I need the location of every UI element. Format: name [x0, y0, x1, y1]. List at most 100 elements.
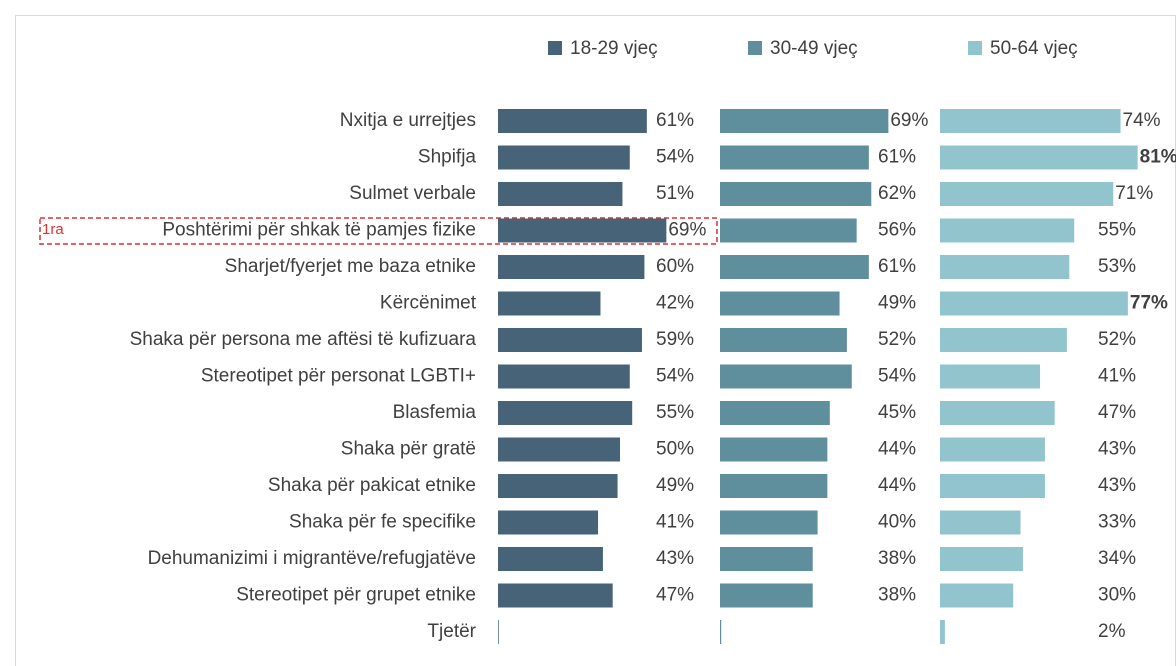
data-label: 74%: [1123, 110, 1161, 131]
annotation: 1ra: [42, 221, 64, 238]
bar: [720, 182, 872, 206]
bar: [498, 510, 599, 535]
legend-swatch: [968, 41, 982, 55]
data-label: 53%: [1098, 256, 1136, 277]
data-label: 56%: [878, 220, 916, 241]
bar: [940, 182, 1114, 206]
data-label: 33%: [1098, 512, 1136, 533]
bar: [498, 364, 630, 389]
bar: [720, 145, 869, 170]
data-label: 54%: [878, 366, 916, 387]
data-label: 40%: [878, 512, 916, 533]
bar: [720, 583, 813, 608]
bar: [720, 401, 830, 425]
bar: [720, 109, 889, 133]
bar: [720, 328, 847, 352]
data-label: 47%: [656, 585, 694, 606]
bar: [940, 583, 1014, 608]
data-label: 54%: [656, 366, 694, 387]
data-label: 49%: [878, 293, 916, 314]
data-label: 81%: [1140, 147, 1176, 168]
data-label: 44%: [878, 475, 916, 496]
bar: [940, 364, 1041, 389]
bar: [940, 510, 1021, 535]
data-label: 44%: [878, 439, 916, 460]
bar: [498, 291, 601, 316]
bar: [498, 255, 645, 279]
category-label: Shaka për persona me aftësi të kufizuara: [130, 329, 477, 350]
bar: [940, 218, 1075, 243]
legend-label: 30-49 vjeç: [770, 38, 858, 59]
data-label: 38%: [878, 548, 916, 569]
data-label: 69%: [668, 220, 706, 241]
data-label: 2%: [1098, 621, 1126, 642]
category-label: Stereotipet për personat LGBTI+: [201, 366, 476, 387]
data-label: 61%: [878, 256, 916, 277]
bar: [720, 255, 869, 279]
data-label: 51%: [656, 183, 694, 204]
category-label: Shpifja: [418, 147, 477, 168]
data-label: 77%: [1130, 293, 1168, 314]
data-label: 71%: [1115, 183, 1153, 204]
bar: [940, 474, 1045, 498]
bar: [498, 620, 499, 644]
bar: [498, 583, 613, 608]
data-label: 55%: [656, 402, 694, 423]
data-label: 69%: [890, 110, 928, 131]
bar: [940, 328, 1067, 352]
bar: [498, 547, 603, 571]
category-label: Shaka për pakicat etnike: [268, 475, 476, 496]
data-label: 34%: [1098, 548, 1136, 569]
bar: [498, 401, 633, 425]
bar: [720, 218, 857, 243]
category-label: Nxitja e urrejtjes: [340, 110, 476, 131]
data-label: 41%: [656, 512, 694, 533]
bar: [720, 291, 840, 316]
bar: [940, 109, 1121, 133]
category-label: Shaka për gratë: [341, 439, 476, 460]
bar: [498, 182, 623, 206]
data-label: 43%: [1098, 475, 1136, 496]
bar: [940, 620, 945, 644]
data-label: 30%: [1098, 585, 1136, 606]
category-label: Sulmet verbale: [349, 183, 476, 204]
data-label: 52%: [878, 329, 916, 350]
data-label: 59%: [656, 329, 694, 350]
category-label: Tjetër: [427, 621, 476, 642]
highlight-box: [39, 217, 718, 245]
data-label: 52%: [1098, 329, 1136, 350]
bar: [498, 218, 667, 243]
bar: [498, 328, 642, 352]
data-label: 60%: [656, 256, 694, 277]
data-label: 62%: [878, 183, 916, 204]
bar: [940, 401, 1055, 425]
legend-label: 18-29 vjeç: [570, 38, 658, 59]
bar: [940, 437, 1045, 462]
data-label: 49%: [656, 475, 694, 496]
bar: [940, 145, 1138, 170]
category-label: Stereotipet për grupet etnike: [236, 585, 476, 606]
data-label: 54%: [656, 147, 694, 168]
data-label: 55%: [1098, 220, 1136, 241]
category-label: Shaka për fe specifike: [289, 512, 476, 533]
bar: [940, 291, 1128, 316]
category-label: Blasfemia: [393, 402, 477, 423]
bar: [720, 364, 852, 389]
category-label: Dehumanizimi i migrantëve/refugjatëve: [148, 548, 476, 569]
data-label: 45%: [878, 402, 916, 423]
data-label: 61%: [656, 110, 694, 131]
bar: [498, 437, 620, 462]
category-label: Poshtërimi për shkak të pamjes fizike: [162, 220, 476, 241]
category-label: Sharjet/fyerjet me baza etnike: [225, 256, 476, 277]
bar: [498, 145, 630, 170]
category-label: Kërcënimet: [380, 293, 477, 314]
legend-swatch: [748, 41, 762, 55]
data-label: 42%: [656, 293, 694, 314]
data-label: 61%: [878, 147, 916, 168]
data-label: 43%: [656, 548, 694, 569]
data-label: 41%: [1098, 366, 1136, 387]
bar: [720, 510, 818, 535]
data-label: 38%: [878, 585, 916, 606]
